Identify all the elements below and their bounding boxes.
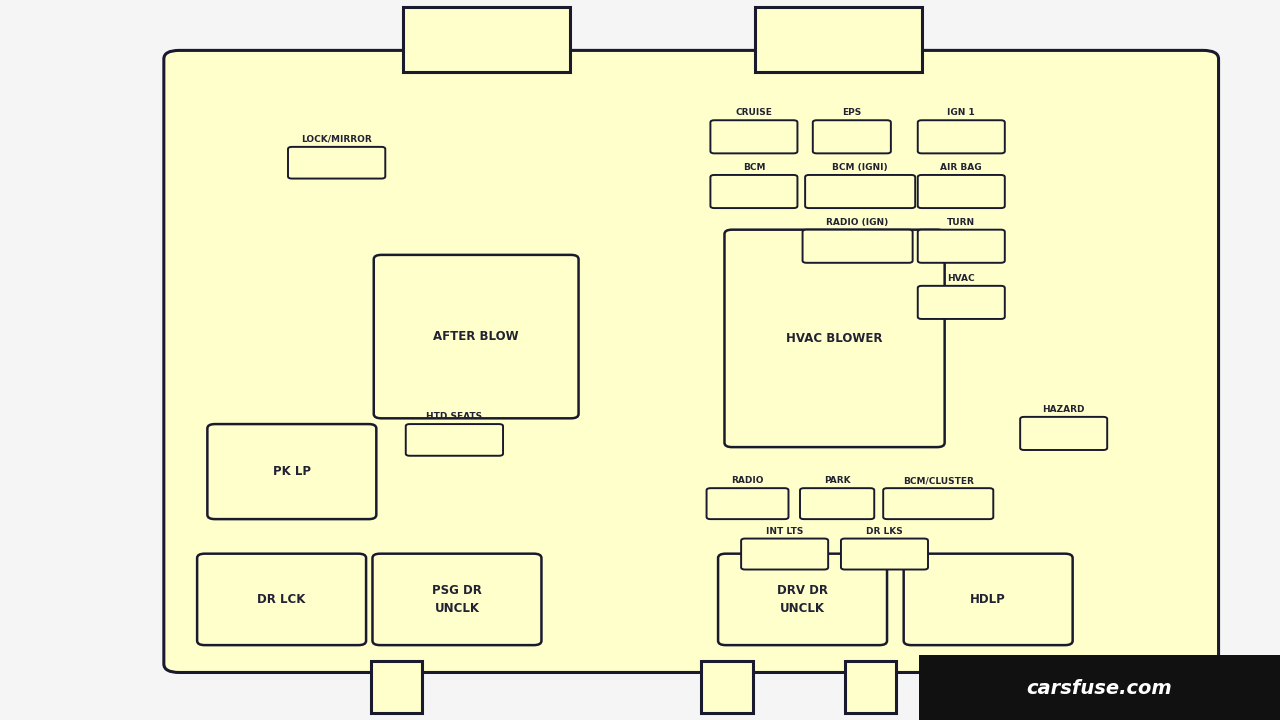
Bar [407,48,566,70]
FancyBboxPatch shape [1020,417,1107,450]
FancyBboxPatch shape [918,120,1005,153]
FancyBboxPatch shape [197,554,366,645]
Text: HVAC BLOWER: HVAC BLOWER [786,332,883,345]
Text: carsfuse.com: carsfuse.com [1027,679,1172,698]
FancyBboxPatch shape [800,488,874,519]
Text: RADIO: RADIO [731,477,764,485]
Bar [845,661,896,713]
Text: HDLP: HDLP [970,593,1006,606]
Text: EPS: EPS [842,108,861,117]
Text: BCM: BCM [742,163,765,172]
FancyBboxPatch shape [883,488,993,519]
FancyBboxPatch shape [741,539,828,570]
Bar [849,653,892,675]
FancyBboxPatch shape [918,175,1005,208]
FancyBboxPatch shape [406,424,503,456]
Bar [759,48,918,70]
FancyBboxPatch shape [707,488,788,519]
Text: RADIO (IGN): RADIO (IGN) [827,217,888,227]
Text: DR LKS: DR LKS [867,527,902,536]
FancyBboxPatch shape [372,554,541,645]
Text: TURN: TURN [947,217,975,227]
Text: INT LTS: INT LTS [765,527,804,536]
Bar [919,655,1280,720]
Bar [701,661,753,713]
Bar [755,7,922,72]
FancyBboxPatch shape [710,120,797,153]
FancyBboxPatch shape [805,175,915,208]
Text: HAZARD: HAZARD [1042,405,1085,414]
FancyBboxPatch shape [724,230,945,447]
Text: DR LCK: DR LCK [257,593,306,606]
Text: DRV DR
UNCLK: DRV DR UNCLK [777,584,828,615]
FancyBboxPatch shape [718,554,887,645]
Bar [986,661,1037,713]
Text: AIR BAG: AIR BAG [941,163,982,172]
FancyBboxPatch shape [904,554,1073,645]
FancyBboxPatch shape [207,424,376,519]
Text: PK LP: PK LP [273,465,311,478]
Text: PARK: PARK [824,477,850,485]
Text: BCM (IGNI): BCM (IGNI) [832,163,888,172]
Text: BCM/CLUSTER: BCM/CLUSTER [902,477,974,485]
Text: PSG DR
UNCLK: PSG DR UNCLK [433,584,481,615]
FancyBboxPatch shape [918,286,1005,319]
Text: HTD SEATS: HTD SEATS [426,412,483,421]
Bar [705,653,749,675]
Bar [989,653,1033,675]
FancyBboxPatch shape [164,50,1219,672]
FancyBboxPatch shape [841,539,928,570]
Bar [403,7,570,72]
Bar [375,653,419,675]
Bar [371,661,422,713]
FancyBboxPatch shape [288,147,385,179]
Text: IGN 1: IGN 1 [947,108,975,117]
Text: HVAC: HVAC [947,274,975,283]
Text: CRUISE: CRUISE [736,108,772,117]
Text: AFTER BLOW: AFTER BLOW [434,330,518,343]
FancyBboxPatch shape [813,120,891,153]
FancyBboxPatch shape [710,175,797,208]
Text: LOCK/MIRROR: LOCK/MIRROR [301,135,372,144]
FancyBboxPatch shape [918,230,1005,263]
FancyBboxPatch shape [374,255,579,418]
FancyBboxPatch shape [803,230,913,263]
